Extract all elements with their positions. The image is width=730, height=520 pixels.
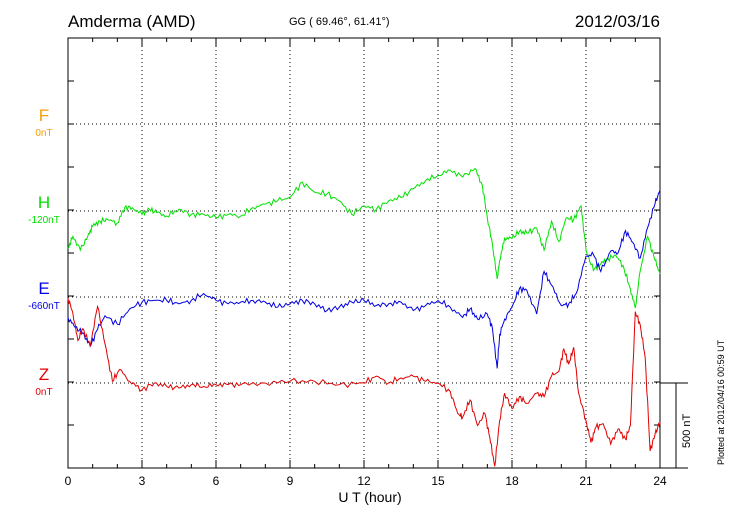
- x-tick-label: 12: [357, 474, 371, 488]
- component-z-label: Z: [38, 365, 50, 384]
- x-tick-label: 18: [505, 474, 519, 488]
- component-z-baseline: 0nT: [35, 387, 53, 398]
- observation-date: 2012/03/16: [574, 12, 660, 31]
- x-tick-label: 3: [138, 474, 146, 488]
- x-tick-label: 6: [212, 474, 220, 488]
- component-h-label: H: [37, 193, 51, 212]
- component-h-baseline: -120nT: [28, 215, 60, 226]
- x-tick-label: 15: [431, 474, 445, 488]
- scale-bar-label: 500 nT: [681, 413, 693, 448]
- x-tick-label: 9: [286, 474, 294, 488]
- component-e-label: E: [38, 279, 50, 298]
- x-tick-label: 0: [64, 474, 72, 488]
- geographic-coordinates: GG ( 69.46°, 61.41°): [289, 16, 390, 28]
- plotted-timestamp: Plotted at 2012/04/16 00:59 UT: [716, 339, 726, 465]
- x-tick-label: 21: [579, 474, 593, 488]
- series-z-line: [67, 297, 661, 467]
- component-e-baseline: -660nT: [28, 301, 60, 312]
- station-title: Amderma (AMD): [68, 12, 196, 31]
- series-h-line: [67, 167, 661, 309]
- component-f-label: F: [38, 106, 50, 125]
- x-tick-label: 24: [653, 474, 667, 488]
- component-f-baseline: 0nT: [35, 128, 53, 139]
- x-axis-label: U T (hour): [338, 489, 402, 505]
- series-e-line: [67, 189, 661, 369]
